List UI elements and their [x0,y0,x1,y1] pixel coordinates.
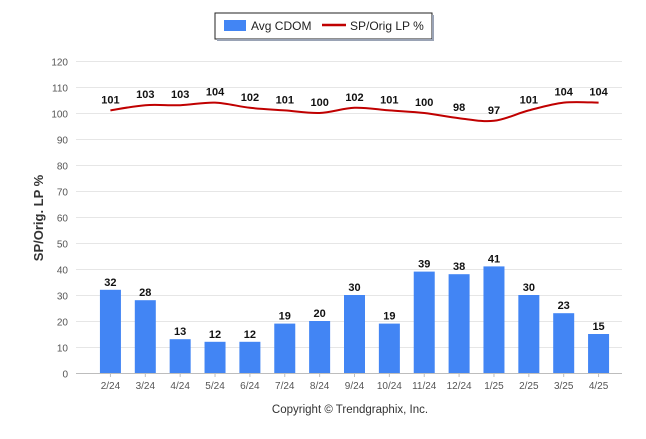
x-tick-label-11-24: 11/24 [412,381,437,392]
line-value-label: 103 [136,89,154,101]
bar-value-label: 30 [348,282,360,294]
x-tick-label-9-24: 9/24 [345,381,365,392]
y-tick-label-10: 10 [57,344,69,355]
line-value-label: 101 [520,94,538,106]
bar-value-label: 30 [523,282,535,294]
bar-value-label: 41 [488,253,500,265]
legend-shadow-right [432,15,434,41]
line-value-label: 102 [241,92,259,104]
bar-8-24 [309,321,331,373]
x-tick-label-4-25: 4/25 [589,381,609,392]
bar-value-label: 38 [453,261,465,273]
bar-9-24 [344,295,365,373]
bar-5-24 [204,341,226,373]
bar-value-label: 19 [279,311,291,323]
bar-value-label: 28 [139,287,151,299]
y-tick-label-100: 100 [51,110,68,121]
bar-4-25 [588,334,610,373]
bar-value-label: 20 [314,308,326,320]
line-value-label: 103 [171,89,189,101]
x-axis-ticks: 2/24 3/24 4/24 5/24 6/24 7/24 8/24 9/24 10/24 11/… [76,373,622,392]
x-tick-label-8-24: 8/24 [310,381,330,392]
line-value-label: 98 [453,102,465,114]
bar-12-24 [448,274,470,373]
y-tick-label-90: 90 [57,136,69,147]
bars: 32 28 13 12 12 19 20 30 19 39 38 41 30 23 15 [99,253,610,373]
x-tick-label-4-24: 4/24 [170,381,190,392]
y-tick-label-50: 50 [57,240,69,251]
bar-3-24 [134,300,156,373]
copyright-footer: Copyright © Trendgraphix, Inc. [272,404,428,416]
legend-shadow-bottom [217,39,434,41]
x-tick-label-2-24: 2/24 [101,381,121,392]
bar-11-24 [413,271,435,373]
bar-value-label: 12 [244,329,256,341]
y-tick-label-110: 110 [52,84,68,95]
x-tick-label-2-25: 2/25 [519,381,539,392]
y-tick-label-20: 20 [57,318,69,329]
line-value-label: 101 [380,94,398,106]
bar-value-label: 32 [104,277,116,289]
line-value-label: 97 [488,105,500,117]
bar-2-24 [99,289,121,373]
line-value-label: 104 [589,87,608,99]
y-tick-label-70: 70 [57,188,69,199]
x-tick-label-3-25: 3/25 [554,381,574,392]
bar-value-label: 15 [592,321,604,333]
bar-6-24 [239,341,261,373]
y-tick-label-0: 0 [62,370,68,381]
line-value-label: 100 [415,97,433,109]
line-value-label: 104 [206,87,225,99]
line-value-label: 104 [555,87,574,99]
bar-3-25 [553,313,575,373]
x-tick-label-7-24: 7/24 [275,381,295,392]
bar-value-label: 39 [418,259,430,271]
x-tick-label-5-24: 5/24 [205,381,225,392]
y-tick-label-30: 30 [57,292,69,303]
bar-10-24 [378,323,400,373]
bar-value-label: 13 [174,326,186,338]
legend-swatch-avg-cdom [224,20,246,31]
x-tick-label-10-24: 10/24 [377,381,402,392]
x-tick-label-6-24: 6/24 [240,381,260,392]
line-series: 101 103 103 104 102 101 100 102 101 100 98 97 101 104… [101,87,609,123]
sp-orig-lp-line [110,101,599,123]
bar-7-24 [274,323,296,373]
y-axis-ticks: 0 10 20 30 40 50 60 70 80 90 100 110 120 [51,58,68,381]
line-value-label: 102 [345,92,363,104]
bar-value-label: 19 [383,311,395,323]
line-value-label: 100 [310,97,328,109]
legend-label-avg-cdom: Avg CDOM [251,19,311,33]
legend-label-sp-orig-lp: SP/Orig LP % [350,19,424,33]
x-tick-label-12-24: 12/24 [447,381,472,392]
bar-1-25 [483,266,505,373]
line-value-label: 101 [276,94,294,106]
legend: Avg CDOM SP/Orig LP % [214,12,434,41]
x-tick-label-1-25: 1/25 [484,381,504,392]
line-value-label: 101 [101,94,119,106]
bar-value-label: 23 [558,300,570,312]
x-tick-label-3-24: 3/24 [136,381,156,392]
y-tick-label-80: 80 [57,162,69,173]
y-tick-label-40: 40 [57,266,69,277]
y-tick-label-60: 60 [57,214,69,225]
bar-value-label: 12 [209,329,221,341]
y-tick-label-120: 120 [51,58,68,69]
bar-4-24 [169,339,191,373]
bar-2-25 [518,295,540,373]
y-axis-title: SP/Orig. LP % [31,174,46,261]
